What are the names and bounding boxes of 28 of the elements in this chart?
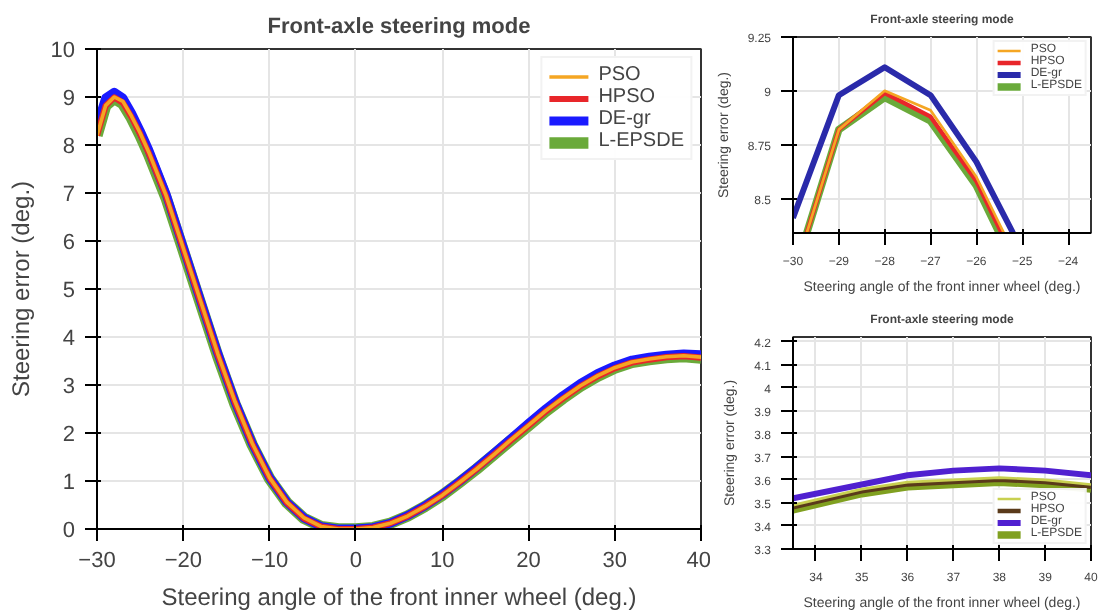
x-tick-label: −10 <box>250 549 289 573</box>
x-tick-label: 20 <box>516 549 541 573</box>
y-tick-label: 9 <box>62 87 76 111</box>
y-tick-label: 6 <box>62 231 76 255</box>
x-tick-label: −30 <box>78 549 116 573</box>
x-tick-label: 40 <box>686 549 712 573</box>
x-tick-label: 10 <box>429 549 455 573</box>
legend-label: HPSO <box>598 86 656 108</box>
y-tick-label: 7 <box>62 183 76 207</box>
x-tick-label: 0 <box>349 549 362 573</box>
line-series <box>793 465 1091 502</box>
y-tick-label: 1 <box>62 471 76 495</box>
y-tick-label: 4 <box>62 327 76 351</box>
legend-label: PSO <box>598 64 641 86</box>
x-tick-label: 30 <box>602 549 627 573</box>
y-tick-label: 10 <box>50 39 76 63</box>
y-tick-label: 8 <box>62 135 76 159</box>
y-tick-label: 5 <box>62 279 76 303</box>
legend-label: L-EPSDE <box>598 130 684 152</box>
line-series <box>793 64 1017 233</box>
y-tick-label: 3 <box>62 375 76 399</box>
x-tick-label: −20 <box>164 549 202 573</box>
y-axis-title: Steering error (deg.) <box>6 180 35 398</box>
y-tick-label: 0 <box>62 519 76 543</box>
x-axis-title: Steering angle of the front inner wheel (deg.) <box>161 583 637 611</box>
legend-label: DE-gr <box>598 108 651 130</box>
chart-title: Front-axle steering mode <box>267 15 531 39</box>
y-tick-label: 2 <box>62 423 76 447</box>
